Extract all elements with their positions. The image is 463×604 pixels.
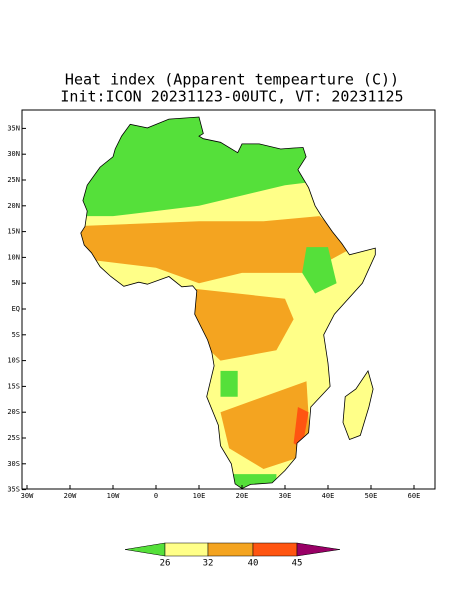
climate-zone [302, 247, 337, 294]
colorbar-label: 26 [160, 559, 171, 569]
climate-zone [293, 407, 309, 449]
colorbar-label: 32 [203, 559, 214, 569]
lon-label: 10E [193, 492, 206, 500]
lon-label: 20E [236, 492, 249, 500]
lat-label: 25N [7, 176, 20, 184]
lat-label: 15N [7, 228, 20, 236]
lat-label: 15S [7, 382, 20, 390]
lat-label: 20N [7, 202, 20, 210]
lon-label: 20W [64, 492, 77, 500]
coastline [80, 116, 376, 490]
lat-label: 10S [7, 357, 20, 365]
lon-label: 40E [322, 492, 335, 500]
lat-label: 10N [7, 253, 20, 261]
lon-label: 50E [365, 492, 378, 500]
ticks: 35N 30N 25N 20N 15N 10N 5N EQ 5S 10S 15S 20S 25S 30S 3… [7, 124, 420, 500]
lat-label: 20S [7, 408, 20, 416]
lat-label: 30S [7, 460, 20, 468]
climate-zone [190, 288, 294, 361]
lon-label: 10W [107, 492, 120, 500]
lat-label: 35N [7, 124, 20, 132]
subtitle: Init:ICON 20231123-00UTC, VT: 20231125 [60, 88, 403, 106]
lat-label: 35S [7, 486, 20, 494]
outline [80, 116, 376, 490]
lon-label: 30W [21, 492, 34, 500]
lon-label: 0 [154, 492, 158, 500]
lat-label: 25S [7, 434, 20, 442]
lat-label: EQ [12, 305, 20, 313]
madagascar [342, 369, 374, 441]
colorbar-labels: 26 32 40 45 [160, 559, 303, 569]
lon-label: 60E [408, 492, 421, 500]
lat-label: 5N [12, 279, 20, 287]
climate-zone [80, 216, 354, 284]
colorbar-label: 45 [292, 559, 303, 569]
colorbar-label: 40 [248, 559, 259, 569]
climate-zone [220, 370, 238, 397]
lat-label: 30N [7, 150, 20, 158]
lon-label: 30E [279, 492, 292, 500]
lat-label: 5S [12, 331, 20, 339]
climate-zone [220, 381, 311, 469]
title: Heat index (Apparent tempearture (C)) [65, 71, 399, 89]
colorbar [124, 542, 341, 557]
